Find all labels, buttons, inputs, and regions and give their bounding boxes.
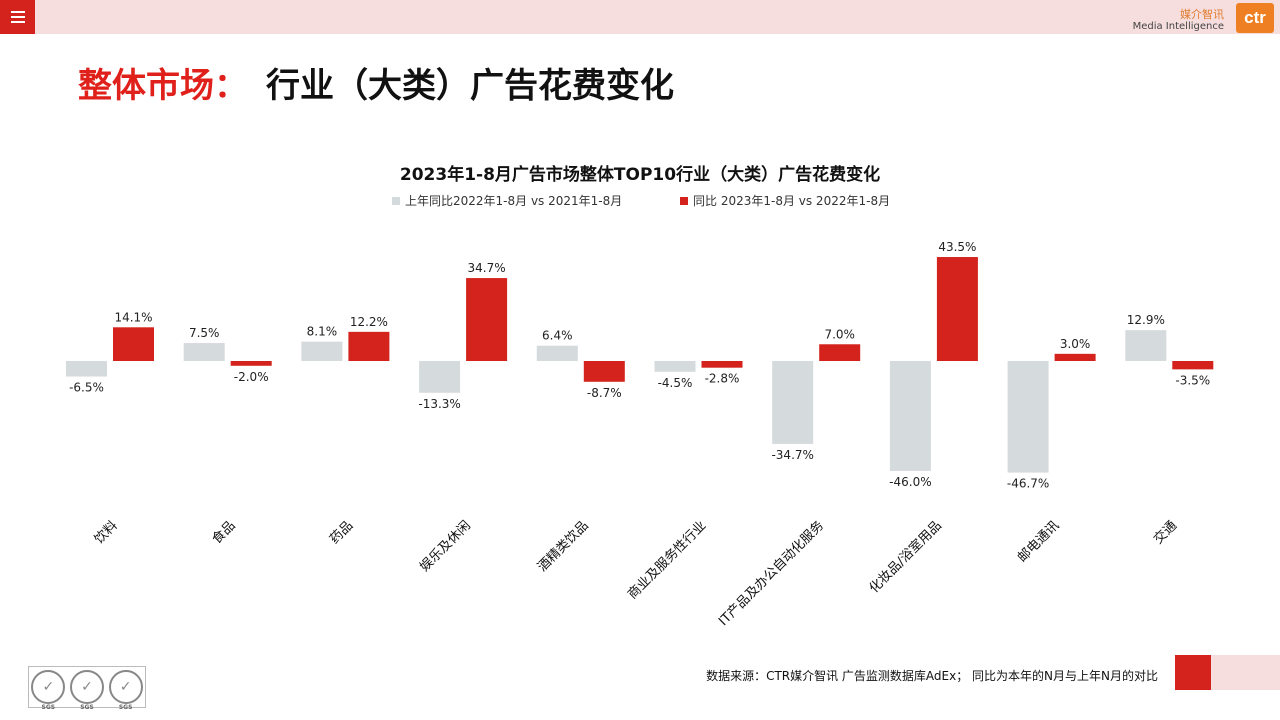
category-label: 食品 [209, 518, 239, 548]
bar-curr [230, 361, 272, 366]
page-title-red: 整体市场： [78, 66, 248, 106]
bar-curr [1172, 361, 1214, 370]
data-label: -34.7% [771, 448, 813, 462]
ctr-logo: ctr [1236, 3, 1274, 33]
bar-prev [419, 361, 461, 393]
certification-seal-icon: ✓ SGS [69, 670, 104, 711]
bar-curr [1054, 353, 1096, 361]
data-label: -8.7% [587, 386, 622, 400]
category-label: 饮料 [92, 518, 121, 547]
bar-prev [772, 361, 814, 444]
category-label: 娱乐及休闲 [417, 518, 474, 575]
data-label: -13.3% [418, 397, 460, 411]
bar-prev [1007, 361, 1049, 473]
data-label: -2.8% [705, 372, 740, 386]
bar-curr [701, 361, 743, 368]
page-title: 整体市场： 行业（大类）广告花费变化 [78, 58, 674, 107]
brand-cn: 媒介智讯 [1180, 8, 1224, 21]
data-label: -6.5% [69, 381, 104, 395]
category-label: IT产品及办公自动化服务 [715, 518, 827, 630]
data-label: 6.4% [542, 329, 573, 343]
data-label: 43.5% [938, 240, 976, 254]
brand-text: 媒介智讯 Media Intelligence [1133, 9, 1224, 33]
chart-title: 2023年1-8月广告市场整体TOP10行业（大类）广告花费变化 [399, 165, 881, 185]
category-label: 商业及服务性行业 [624, 518, 709, 603]
data-label: 12.2% [350, 315, 388, 329]
bar-prev [536, 345, 578, 361]
bar-prev [66, 361, 107, 377]
bar-curr [819, 344, 861, 361]
data-label: 34.7% [468, 261, 506, 275]
bar-prev [889, 361, 931, 471]
legend-item-curr: 同比 2023年1-8月 vs 2022年1-8月 [680, 192, 890, 209]
data-label: -46.7% [1007, 477, 1049, 491]
data-label: -2.0% [234, 370, 269, 384]
bar-curr [583, 361, 625, 382]
data-label: 12.9% [1127, 313, 1165, 327]
category-label: 交通 [1150, 518, 1180, 548]
sgs-certification: ✓ SGS ✓ SGS ✓ SGS [28, 666, 146, 711]
data-label: 7.5% [189, 326, 220, 340]
data-label: -3.5% [1175, 373, 1210, 387]
bar-prev [1125, 330, 1167, 361]
brand-en: Media Intelligence [1132, 21, 1224, 32]
data-label: 14.1% [114, 310, 152, 324]
category-label: 酒精类饮品 [535, 518, 592, 575]
footer-pink-block [1211, 655, 1280, 690]
data-label: 7.0% [824, 327, 855, 341]
legend-item-prev: 上年同比2022年1-8月 vs 2021年1-8月 [392, 192, 622, 209]
bar-curr [936, 257, 978, 361]
certification-seal-icon: ✓ SGS [108, 670, 143, 711]
certification-seal-icon: ✓ SGS [31, 670, 66, 711]
legend-swatch-curr [680, 196, 688, 205]
top-bar [0, 0, 1280, 34]
data-label: -4.5% [658, 376, 693, 390]
bar-curr [113, 327, 154, 361]
legend-label-curr: 同比 2023年1-8月 vs 2022年1-8月 [693, 194, 891, 208]
bar-curr [466, 278, 508, 361]
hamburger-menu-icon [10, 11, 25, 13]
category-label: 邮电通讯 [1015, 518, 1062, 565]
data-label: -46.0% [889, 475, 931, 489]
bar-prev [301, 341, 343, 361]
bar-prev [654, 361, 696, 372]
data-source-note: 数据来源：CTR媒介智讯 广告监测数据库AdEx； 同比为本年的N月与上年N月的… [706, 669, 1158, 683]
menu-button[interactable] [0, 0, 35, 34]
bar-curr [348, 331, 390, 361]
legend-label-prev: 上年同比2022年1-8月 vs 2021年1-8月 [405, 194, 623, 208]
data-label: 8.1% [307, 325, 338, 339]
bar-prev [183, 343, 225, 361]
legend-swatch-prev [392, 196, 400, 205]
footer-red-block [1175, 655, 1211, 690]
data-label: 3.0% [1060, 337, 1091, 351]
category-label: 药品 [327, 518, 356, 547]
category-label: 化妆品/浴室用品 [866, 518, 945, 597]
page-title-black: 行业（大类）广告花费变化 [266, 66, 674, 106]
